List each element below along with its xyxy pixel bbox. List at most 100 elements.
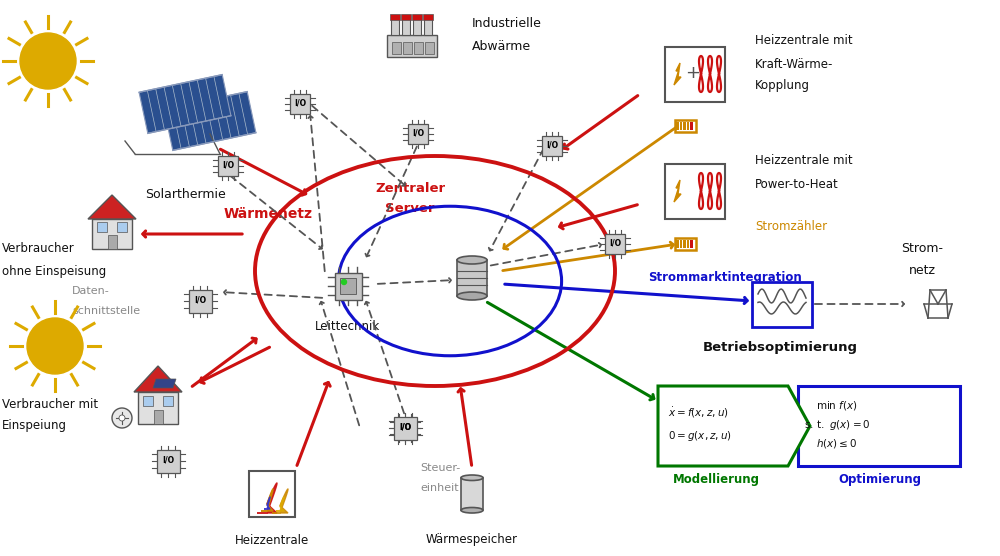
Bar xyxy=(676,122,679,130)
Text: Optimierung: Optimierung xyxy=(839,474,922,486)
FancyBboxPatch shape xyxy=(188,290,212,312)
Bar xyxy=(683,240,686,248)
Circle shape xyxy=(119,415,125,421)
Text: Industrielle: Industrielle xyxy=(472,17,542,29)
FancyBboxPatch shape xyxy=(395,418,415,438)
Circle shape xyxy=(27,318,83,374)
FancyBboxPatch shape xyxy=(674,238,696,250)
Bar xyxy=(665,163,725,219)
Bar xyxy=(163,396,173,406)
Text: netz: netz xyxy=(909,264,936,276)
Polygon shape xyxy=(261,489,273,511)
Bar xyxy=(461,478,483,510)
Bar xyxy=(92,219,132,249)
Polygon shape xyxy=(257,483,277,513)
Circle shape xyxy=(20,33,76,89)
Circle shape xyxy=(112,408,132,428)
Bar xyxy=(392,42,400,54)
Bar xyxy=(143,396,153,406)
Polygon shape xyxy=(658,386,810,466)
Text: I/O: I/O xyxy=(294,98,306,107)
Polygon shape xyxy=(164,92,256,150)
Text: I/O: I/O xyxy=(399,423,411,431)
FancyBboxPatch shape xyxy=(408,124,428,144)
Bar xyxy=(665,47,725,102)
Polygon shape xyxy=(153,379,176,388)
Text: Heizzentrale mit: Heizzentrale mit xyxy=(755,155,853,167)
Text: Stromzähler: Stromzähler xyxy=(755,220,827,232)
Text: Betriebsoptimierung: Betriebsoptimierung xyxy=(702,341,858,355)
Text: I/O: I/O xyxy=(162,455,174,464)
Text: Heizzentrale: Heizzentrale xyxy=(235,534,309,547)
Bar xyxy=(680,240,682,248)
Text: Solarthermie: Solarthermie xyxy=(145,187,225,201)
FancyBboxPatch shape xyxy=(334,272,362,300)
Bar xyxy=(798,386,960,466)
Text: I/O: I/O xyxy=(222,161,234,170)
Polygon shape xyxy=(674,63,681,85)
Bar xyxy=(403,42,412,54)
Text: I/O: I/O xyxy=(194,295,206,305)
Text: Strom-: Strom- xyxy=(901,241,943,255)
Bar xyxy=(402,15,410,35)
Text: Kopplung: Kopplung xyxy=(755,80,810,92)
Polygon shape xyxy=(276,497,284,511)
Text: Verbraucher: Verbraucher xyxy=(2,241,75,255)
Text: Server: Server xyxy=(385,201,435,215)
Text: Abwärme: Abwärme xyxy=(472,39,531,52)
Text: Verbraucher mit: Verbraucher mit xyxy=(2,398,98,410)
Text: $h(x)\leq 0$: $h(x)\leq 0$ xyxy=(816,438,857,450)
Text: $\min\ f(x)$: $\min\ f(x)$ xyxy=(816,400,858,413)
Text: $0=g(x,z,u)$: $0=g(x,z,u)$ xyxy=(668,429,732,443)
Bar xyxy=(97,222,107,232)
Polygon shape xyxy=(674,180,681,202)
Bar xyxy=(108,235,117,249)
Polygon shape xyxy=(264,497,270,509)
Bar xyxy=(390,14,400,20)
Bar xyxy=(117,222,127,232)
Text: Wärmespeicher: Wärmespeicher xyxy=(426,534,518,547)
Ellipse shape xyxy=(461,508,483,513)
Text: I/O: I/O xyxy=(609,239,621,247)
Bar xyxy=(412,14,422,20)
FancyBboxPatch shape xyxy=(542,136,562,156)
Text: +: + xyxy=(686,64,701,82)
Ellipse shape xyxy=(457,256,487,264)
FancyBboxPatch shape xyxy=(605,234,625,254)
Text: Modellierung: Modellierung xyxy=(672,474,760,486)
Ellipse shape xyxy=(461,475,483,480)
Text: Wärmenetz: Wärmenetz xyxy=(224,207,312,221)
Text: einheit: einheit xyxy=(421,483,459,493)
Bar xyxy=(686,122,689,130)
Ellipse shape xyxy=(457,292,487,300)
Bar xyxy=(423,14,433,20)
Text: I/O: I/O xyxy=(399,423,411,431)
Bar xyxy=(424,42,434,54)
Text: I/O: I/O xyxy=(412,128,424,137)
Text: schnittstelle: schnittstelle xyxy=(72,306,140,316)
FancyBboxPatch shape xyxy=(290,94,310,114)
Bar xyxy=(752,281,812,326)
Text: $\dot{x}=f(x,z,u)$: $\dot{x}=f(x,z,u)$ xyxy=(668,406,729,420)
Bar xyxy=(457,260,487,296)
Text: I/O: I/O xyxy=(546,141,558,150)
Text: Zentraler: Zentraler xyxy=(375,181,445,195)
Text: Kraft-Wärme-: Kraft-Wärme- xyxy=(755,57,833,71)
Text: $\mathrm{s.\,t.}\ g(x)=0$: $\mathrm{s.\,t.}\ g(x)=0$ xyxy=(804,418,871,432)
Text: Daten-: Daten- xyxy=(72,286,110,296)
Text: Heizzentrale mit: Heizzentrale mit xyxy=(755,34,853,47)
FancyBboxPatch shape xyxy=(394,416,416,439)
Bar xyxy=(414,42,422,54)
Bar xyxy=(686,240,689,248)
FancyBboxPatch shape xyxy=(156,449,180,473)
Bar xyxy=(138,392,178,424)
Bar xyxy=(683,122,686,130)
Bar xyxy=(401,14,411,20)
Polygon shape xyxy=(88,195,136,219)
Text: Strommarktintegration: Strommarktintegration xyxy=(648,271,802,285)
Bar xyxy=(680,122,682,130)
FancyBboxPatch shape xyxy=(218,156,238,176)
Bar xyxy=(424,15,432,35)
Bar xyxy=(676,240,679,248)
FancyBboxPatch shape xyxy=(674,120,696,132)
